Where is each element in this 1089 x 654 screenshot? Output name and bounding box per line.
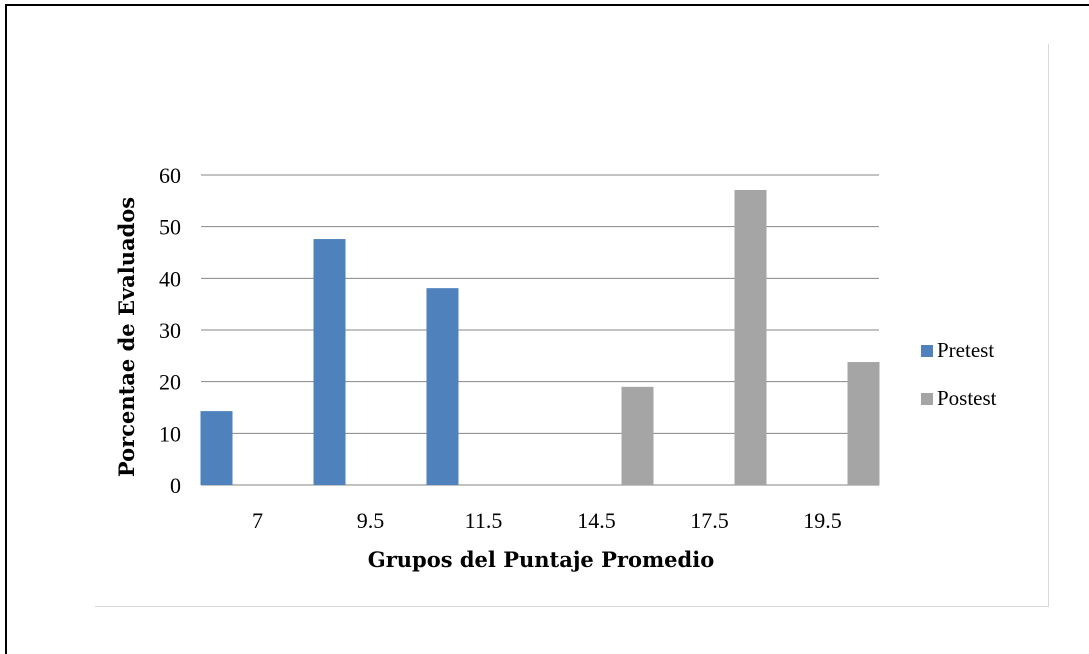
- figure-border: [5, 4, 1089, 654]
- bar-postest-14.5: [621, 386, 654, 485]
- x-tick-label: 14.5: [577, 508, 616, 533]
- legend: Pretest Postest: [921, 338, 997, 410]
- legend-label-pretest: Pretest: [937, 338, 994, 362]
- x-tick-label: 19.5: [803, 508, 842, 533]
- y-tick-label: 0: [170, 473, 181, 498]
- legend-label-postest: Postest: [937, 386, 997, 410]
- x-tick-label: 17.5: [690, 508, 729, 533]
- y-axis-title: Porcentae de Evaluados: [114, 197, 139, 477]
- y-tick-label: 50: [159, 215, 181, 240]
- y-tick-label: 40: [159, 266, 181, 291]
- x-axis-title: Grupos del Puntaje Promedio: [368, 547, 714, 572]
- legend-swatch-postest: [921, 393, 933, 405]
- y-tick-label: 60: [159, 163, 181, 188]
- y-tick-label: 30: [159, 318, 181, 343]
- legend-swatch-pretest: [921, 345, 933, 357]
- y-tick-label: 20: [159, 370, 181, 395]
- x-tick-labels: 7 9.5 11.5 14.5 17.5 19.5: [252, 508, 842, 533]
- x-tick-label: 7: [252, 508, 263, 533]
- x-tick-label: 9.5: [357, 508, 385, 533]
- bar-pretest-11.5: [426, 288, 459, 485]
- bars: [200, 189, 880, 485]
- bar-postest-19.5: [847, 362, 880, 485]
- bar-pretest-9.5: [313, 239, 346, 485]
- x-tick-label: 11.5: [465, 508, 503, 533]
- y-tick-labels: 0 10 20 30 40 50 60: [159, 163, 181, 498]
- bar-pretest-7: [200, 411, 233, 485]
- gridlines: [201, 174, 879, 486]
- chart-area: [95, 44, 1049, 607]
- bar-postest-17.5: [734, 189, 767, 485]
- y-tick-label: 10: [159, 421, 181, 446]
